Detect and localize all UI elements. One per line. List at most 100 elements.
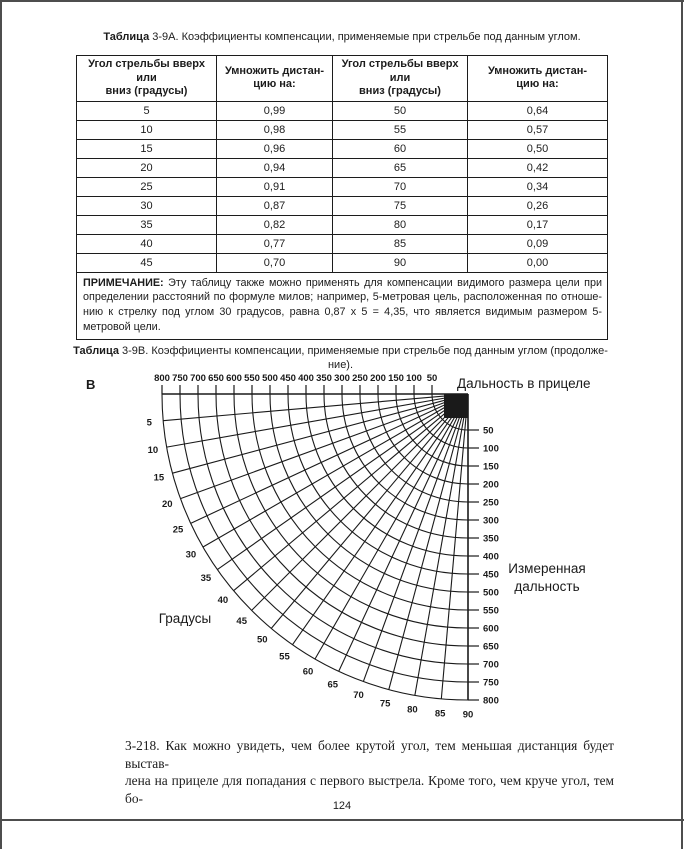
table-cell: 20: [76, 157, 217, 178]
table-row: 20 0,94 65 0,42: [76, 157, 608, 178]
right-scale: 50 100 150 200 250 300 350 400 450 500 550 600 650 70…: [468, 426, 499, 707]
table-cell: 0,57: [467, 119, 608, 140]
right-scale-label: 50: [483, 426, 494, 437]
degree-label: 70: [353, 690, 364, 701]
top-scale-label: 700: [190, 373, 206, 384]
degree-line: [172, 395, 461, 474]
right-scale-label: 700: [483, 660, 499, 671]
table-a-title-bold: Таблица: [103, 31, 150, 43]
chart-texts: В Дальность в прицеле Измеренная дальность Г…: [86, 376, 591, 626]
right-scale-label: 150: [483, 462, 499, 473]
range-arc: [323, 393, 469, 539]
degree-label: 40: [218, 595, 229, 606]
table-cell: 0,09: [467, 233, 608, 254]
top-scale-label: 600: [226, 373, 242, 384]
right-scale-label: 750: [483, 678, 499, 689]
top-scale-label: 500: [262, 373, 278, 384]
degree-label: 35: [201, 573, 212, 584]
top-axis-title: Дальность в прицеле: [457, 376, 591, 391]
table-a-title: Таблица 3-9А. Коэффициенты компенсации, …: [0, 31, 684, 43]
table-row: 5 0,99 50 0,64: [76, 100, 608, 121]
degree-label: 45: [236, 616, 247, 627]
top-scale-label: 750: [172, 373, 188, 384]
table-cell: 0,64: [467, 100, 608, 121]
right-scale-label: 600: [483, 624, 499, 635]
table-cell: 0,99: [216, 100, 333, 121]
degree-line: [292, 400, 464, 645]
right-scale-label: 300: [483, 516, 499, 527]
top-scale-label: 350: [316, 373, 332, 384]
paragraph-line: лена на прицеле для попадания с первого …: [125, 773, 614, 806]
range-arc: [395, 393, 469, 467]
degree-line: [180, 396, 461, 500]
page-frame-right: [681, 0, 683, 849]
table-b-title-bold: Таблица: [73, 345, 119, 357]
top-scale-label: 300: [334, 373, 350, 384]
range-arc: [413, 393, 469, 449]
note-label: ПРИМЕЧАНИЕ:: [83, 276, 164, 289]
range-arc: [341, 393, 469, 521]
degree-label: 20: [162, 499, 173, 510]
table-cell: 0,34: [467, 176, 608, 197]
degree-line: [233, 398, 463, 592]
degree-line: [190, 396, 461, 524]
degree-line: [163, 394, 461, 422]
range-arc: [431, 393, 469, 431]
table-cell: 10: [76, 119, 217, 140]
range-arc: [305, 393, 469, 557]
paragraph-3-218: 3-218. Как можно увидеть, чем более крут…: [125, 737, 614, 807]
range-arc: [161, 393, 469, 701]
table-cell: 0,26: [467, 195, 608, 216]
table-row: 40 0,77 85 0,09: [76, 233, 608, 254]
figure-letter: В: [86, 377, 95, 392]
top-scale-label: 200: [370, 373, 386, 384]
table-row: 15 0,96 60 0,50: [76, 138, 608, 159]
right-scale-label: 250: [483, 498, 499, 509]
right-scale-label: 550: [483, 606, 499, 617]
table-cell: 0,00: [467, 252, 608, 273]
degree-line: [362, 401, 466, 682]
top-scale-label: 150: [388, 373, 404, 384]
table-b-title-text: 3-9В. Коэффициенты компенсации, применяе…: [118, 345, 608, 357]
page-frame-top: [0, 0, 684, 2]
right-axis-title-line2: дальность: [514, 579, 579, 594]
degree-line: [202, 397, 462, 548]
table-cell: 0,82: [216, 214, 333, 235]
note-line: нию к стрелку под углом 30 градусов, рав…: [83, 306, 602, 319]
note-lines: ПРИМЕЧАНИЕ: Эту таблицу также можно прим…: [83, 276, 602, 335]
top-scale-label: 50: [427, 373, 438, 384]
right-scale-label: 500: [483, 588, 499, 599]
table-cell: 0,94: [216, 157, 333, 178]
table-cell: 70: [332, 176, 468, 197]
degree-line: [217, 398, 462, 570]
degree-line: [388, 401, 467, 690]
degree-label: 90: [463, 710, 474, 721]
degree-line: [251, 399, 463, 611]
right-scale-label: 350: [483, 534, 499, 545]
range-arc: [251, 393, 469, 611]
table-cell: 0,42: [467, 157, 608, 178]
range-arc: [269, 393, 469, 593]
degree-line: [314, 400, 465, 660]
table-cell: 90: [332, 252, 468, 273]
range-arc: [233, 393, 469, 629]
table-header-cell: Угол стрельбы вверх или вниз (градусы): [76, 55, 217, 102]
table-b-title-line2: ние).: [327, 358, 354, 371]
note-row: ПРИМЕЧАНИЕ: Эту таблицу также можно прим…: [76, 271, 608, 340]
range-arc: [179, 393, 469, 683]
table-cell: 0,17: [467, 214, 608, 235]
degree-label: 60: [303, 667, 314, 678]
degree-label: 85: [435, 708, 446, 719]
range-arc: [215, 393, 469, 647]
table-cell: 55: [332, 119, 468, 140]
degree-line: [440, 401, 468, 699]
right-scale-label: 400: [483, 552, 499, 563]
degree-line: [166, 394, 461, 448]
table-cell: 85: [332, 233, 468, 254]
note-line: метровой цели.: [83, 320, 161, 333]
top-scale-label: 250: [352, 373, 368, 384]
angle-axis-title: Градусы: [159, 611, 212, 626]
table-row: 10 0,98 55 0,57: [76, 119, 608, 140]
degree-line: [414, 401, 468, 696]
range-arc: [287, 393, 469, 575]
